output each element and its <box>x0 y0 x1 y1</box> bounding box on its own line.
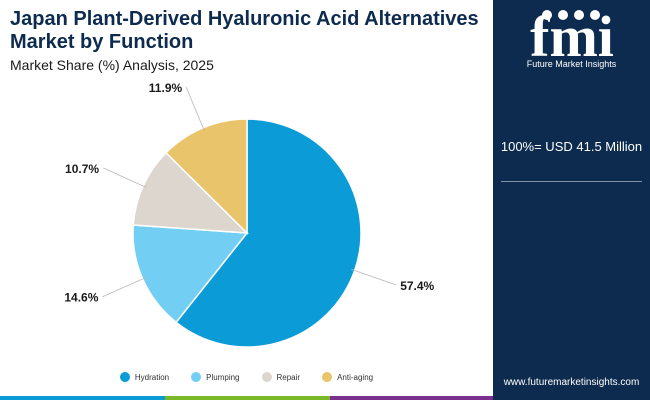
leader-line-hydration <box>351 269 397 286</box>
bottom-color-bar <box>0 396 650 400</box>
legend-label-anti-aging: Anti-aging <box>337 372 374 382</box>
logo-dot-icon <box>558 10 568 20</box>
fmi-logo: fmi <box>530 6 614 69</box>
divider <box>501 181 642 182</box>
chart-legend: Hydration Plumping Repair Anti-aging <box>0 372 493 382</box>
leader-line-anti-aging <box>185 87 205 132</box>
legend-swatch-repair <box>261 372 272 382</box>
logo-dot-icon <box>590 10 600 20</box>
chart-title: Japan Plant-Derived Hyaluronic Acid Alte… <box>10 8 479 53</box>
website-link[interactable]: www.futuremarketinsights.com <box>503 377 640 388</box>
legend-item-repair: Repair <box>261 372 301 382</box>
bottom-bar-segment-blue <box>0 396 165 400</box>
legend-swatch-hydration <box>119 372 130 382</box>
leader-line-plumping <box>102 277 146 298</box>
sidebar: fmi Future Market Insights 100%= USD 41.… <box>493 0 650 396</box>
logo-tagline: Future Market Insights <box>526 59 617 69</box>
legend-item-hydration: Hydration <box>119 372 170 382</box>
bottom-bar-segment-purple <box>330 396 493 400</box>
logo-dot-icon <box>542 10 552 20</box>
leader-line-repair <box>102 167 147 188</box>
data-label-hydration: 57.4% <box>400 279 434 293</box>
legend-item-plumping: Plumping <box>191 372 240 382</box>
logo-dot-icon <box>574 10 584 20</box>
legend-label-repair: Repair <box>276 372 301 382</box>
legend-item-anti-aging: Anti-aging <box>322 372 373 382</box>
chart-panel: Japan Plant-Derived Hyaluronic Acid Alte… <box>0 8 493 382</box>
legend-label-plumping: Plumping <box>206 372 240 382</box>
data-label-plumping: 14.6% <box>64 291 98 305</box>
pie-chart: 57.4% 14.6% 10.7% 11.9% <box>64 81 435 348</box>
bottom-bar-segment-green <box>165 396 330 400</box>
legend-swatch-anti-aging <box>322 372 333 382</box>
legend-label-hydration: Hydration <box>134 372 170 382</box>
legend-swatch-plumping <box>191 372 202 382</box>
market-total: 100%= USD 41.5 Million <box>500 139 643 154</box>
data-label-repair: 10.7% <box>65 162 99 176</box>
chart-subtitle: Market Share (%) Analysis, 2025 <box>10 57 214 73</box>
data-label-anti-aging: 11.9% <box>149 81 183 95</box>
